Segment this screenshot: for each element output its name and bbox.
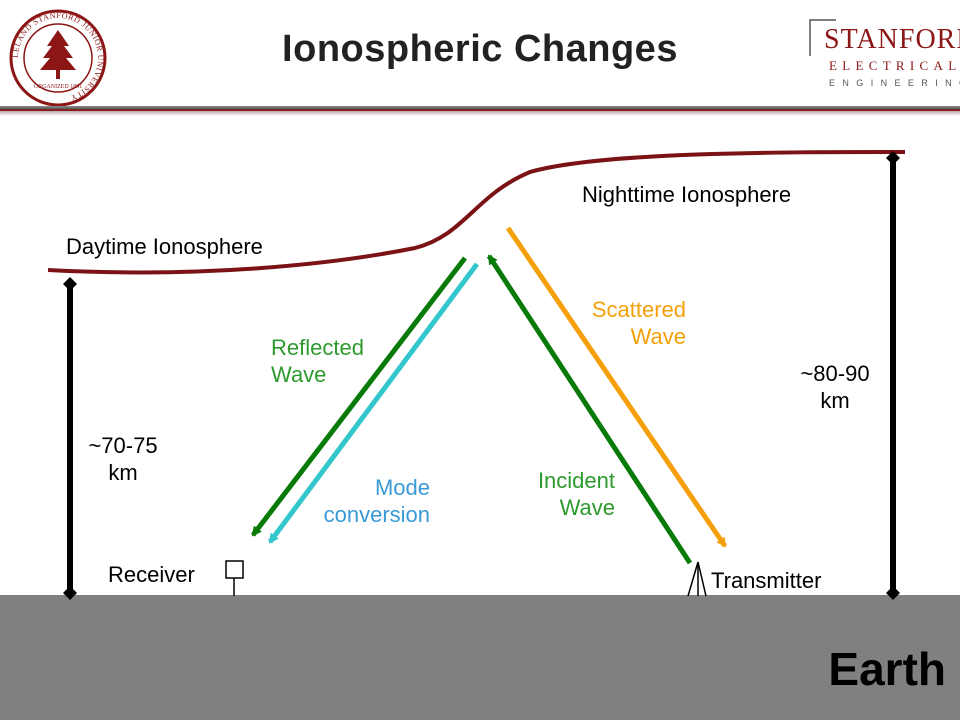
incident-line1: Incident: [537, 468, 615, 493]
scattered-wave-label: Scattered Wave: [560, 296, 686, 350]
logo-engineering-text: ENGINEERING: [829, 78, 960, 88]
incident-line2: Wave: [559, 495, 615, 520]
left-height-unit: km: [108, 460, 138, 485]
page-title: Ionospheric Changes: [282, 28, 678, 70]
reflected-wave-arrow: [251, 256, 467, 537]
ionosphere-boundary-line: [47, 150, 906, 275]
transmitter-antenna-icon: [687, 561, 707, 597]
mode-conversion-arrow: [267, 262, 480, 544]
seal-organized-text: ORGANIZED 1891: [34, 84, 83, 90]
receiver-icon: [225, 560, 244, 596]
incident-wave-arrow: [486, 254, 693, 565]
mode-conversion-label: Mode conversion: [290, 474, 430, 528]
earth-ground: [0, 595, 960, 720]
scattered-wave-arrow: [505, 226, 728, 548]
reflected-wave-label: Reflected Wave: [271, 334, 364, 388]
left-height-value: ~70-75: [88, 433, 158, 458]
right-height-value: ~80-90: [800, 361, 870, 386]
stanford-ee-logo: STANFORD ELECTRICAL ENGINEERING: [808, 18, 960, 98]
right-height-label: ~80-90 km: [790, 360, 880, 414]
receiver-label: Receiver: [108, 562, 195, 587]
incident-wave-label: Incident Wave: [500, 467, 615, 521]
reflected-line2: Wave: [271, 362, 327, 387]
header-divider: [0, 106, 960, 116]
scattered-line1: Scattered: [591, 297, 686, 322]
nighttime-ionosphere-label: Nighttime Ionosphere: [582, 182, 792, 207]
earth-label: Earth: [828, 643, 946, 695]
stanford-seal-logo: LELAND STANFORD JUNIOR UNIVERSITY ORGANI…: [9, 9, 107, 107]
mode-line1: Mode: [374, 475, 430, 500]
left-height-label: ~70-75 km: [78, 432, 168, 486]
daytime-ionosphere-label: Daytime Ionosphere: [66, 234, 263, 259]
logo-stanford-text: STANFORD: [824, 24, 960, 55]
mode-line2: conversion: [323, 502, 430, 527]
scattered-line2: Wave: [630, 324, 686, 349]
right-height-unit: km: [820, 388, 850, 413]
logo-electrical-text: ELECTRICAL: [829, 58, 960, 73]
reflected-line1: Reflected: [271, 335, 364, 360]
transmitter-label: Transmitter: [711, 568, 822, 593]
